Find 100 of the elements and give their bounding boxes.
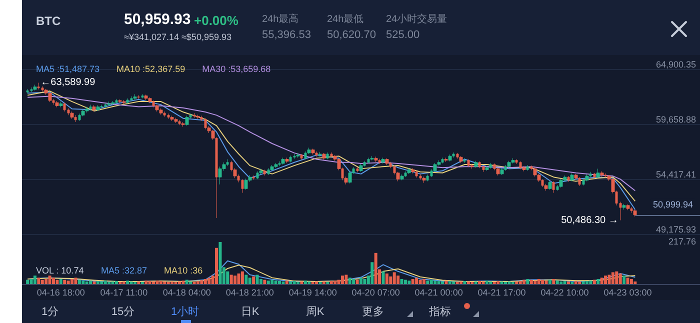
bar bbox=[111, 281, 114, 284]
bar bbox=[474, 281, 478, 284]
bar bbox=[92, 281, 96, 284]
bar bbox=[256, 274, 259, 284]
bar bbox=[515, 281, 518, 284]
bar bbox=[78, 280, 81, 284]
bar bbox=[304, 280, 307, 284]
bar bbox=[285, 280, 288, 284]
series-label: MA10 :36 bbox=[164, 265, 203, 276]
text: 525.00 bbox=[386, 29, 420, 41]
bar bbox=[411, 278, 414, 284]
bar bbox=[611, 272, 614, 284]
text: 24h最高 bbox=[262, 12, 299, 26]
bar bbox=[148, 281, 152, 284]
bar bbox=[330, 281, 333, 284]
bar bbox=[282, 281, 285, 284]
bar bbox=[289, 281, 292, 284]
bar bbox=[522, 280, 526, 284]
annotation: 217.76 bbox=[668, 236, 696, 246]
bar bbox=[437, 281, 440, 284]
bar bbox=[382, 271, 385, 284]
bar bbox=[582, 281, 585, 284]
ref-line-label: 50,999.94 bbox=[652, 199, 693, 210]
bar bbox=[218, 242, 222, 284]
bar bbox=[252, 276, 256, 284]
bar bbox=[178, 281, 181, 284]
bar bbox=[634, 281, 637, 284]
x-tick-label: 04-18 21:00 bbox=[226, 288, 274, 298]
bar bbox=[530, 280, 533, 284]
series-label: MA5 :32.87 bbox=[101, 265, 148, 276]
bar bbox=[463, 281, 466, 284]
x-tick-label: 04-22 10:00 bbox=[540, 288, 589, 298]
bar bbox=[537, 278, 540, 284]
text: BTC bbox=[36, 14, 61, 28]
annotation: 50,486.30 → bbox=[561, 214, 618, 226]
bar bbox=[82, 280, 85, 284]
text: 55,396.53 bbox=[262, 29, 311, 41]
bar bbox=[130, 281, 133, 284]
x-tick-label: 04-21 00:00 bbox=[414, 288, 463, 298]
bar bbox=[159, 281, 162, 284]
bar bbox=[185, 280, 188, 284]
bar bbox=[37, 278, 40, 284]
bar bbox=[630, 278, 633, 284]
bar bbox=[400, 278, 404, 284]
bar bbox=[48, 276, 52, 284]
bar bbox=[563, 281, 566, 284]
bar bbox=[152, 281, 156, 284]
bar bbox=[137, 281, 140, 284]
bar bbox=[334, 280, 337, 284]
bar bbox=[352, 278, 356, 284]
bar bbox=[426, 280, 430, 284]
text: MA30 :53,659.68 bbox=[202, 64, 271, 74]
bar bbox=[248, 278, 252, 284]
bar bbox=[200, 280, 204, 284]
y-tick-label: 59,658.88 bbox=[656, 114, 696, 124]
bar bbox=[215, 248, 218, 284]
bar bbox=[518, 281, 522, 284]
bar bbox=[63, 280, 66, 284]
bar bbox=[308, 281, 311, 284]
bar bbox=[552, 278, 556, 284]
bar bbox=[182, 280, 185, 284]
text: 50,959.93 bbox=[124, 11, 191, 28]
bar bbox=[204, 278, 207, 284]
bar bbox=[85, 281, 88, 284]
bar bbox=[626, 278, 630, 284]
bar bbox=[596, 278, 600, 284]
bar bbox=[485, 280, 488, 284]
bar bbox=[30, 278, 33, 284]
bar bbox=[274, 280, 278, 284]
bar bbox=[574, 281, 578, 284]
text: 指标 bbox=[429, 305, 451, 319]
bar bbox=[615, 271, 618, 284]
bar bbox=[618, 274, 622, 284]
bar bbox=[33, 276, 36, 284]
bar bbox=[434, 280, 437, 284]
bar bbox=[363, 278, 366, 284]
bar bbox=[608, 274, 611, 284]
bar bbox=[322, 281, 326, 284]
x-tick-label: 04-23 03:00 bbox=[604, 288, 652, 298]
bar bbox=[96, 281, 100, 284]
bar bbox=[66, 280, 70, 284]
bar bbox=[59, 278, 62, 284]
bar bbox=[240, 271, 244, 284]
bar bbox=[356, 280, 359, 284]
text: 1分 bbox=[41, 305, 59, 319]
bar bbox=[534, 280, 537, 284]
text: ≈¥341,027.14 ≈$50,959.93 bbox=[124, 32, 232, 42]
bar bbox=[230, 274, 233, 284]
bar bbox=[52, 278, 55, 284]
text: 周K bbox=[306, 305, 324, 319]
bar bbox=[392, 272, 396, 284]
bar bbox=[56, 280, 59, 284]
bar bbox=[263, 280, 266, 284]
bar bbox=[466, 281, 470, 284]
bar bbox=[566, 281, 570, 284]
bar bbox=[415, 278, 418, 284]
bar bbox=[360, 278, 362, 284]
text: 24h最低 bbox=[327, 13, 364, 26]
bar bbox=[126, 280, 130, 284]
bar bbox=[26, 280, 30, 284]
